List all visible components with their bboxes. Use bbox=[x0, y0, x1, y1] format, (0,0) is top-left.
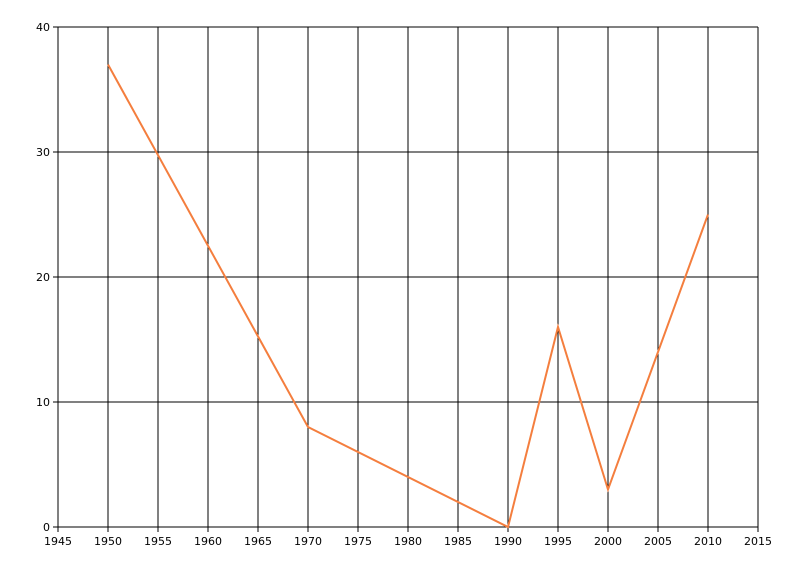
x-tick-label: 1980 bbox=[394, 535, 422, 548]
x-tick-label: 1985 bbox=[444, 535, 472, 548]
x-tick-label: 2000 bbox=[594, 535, 622, 548]
x-tick-label: 1950 bbox=[94, 535, 122, 548]
y-tick-label: 30 bbox=[36, 146, 50, 159]
x-tick-label: 2010 bbox=[694, 535, 722, 548]
x-tick-label: 1970 bbox=[294, 535, 322, 548]
x-tick-label: 1960 bbox=[194, 535, 222, 548]
x-tick-label: 1990 bbox=[494, 535, 522, 548]
y-tick-label: 10 bbox=[36, 396, 50, 409]
y-tick-label: 40 bbox=[36, 21, 50, 34]
x-tick-label: 1995 bbox=[544, 535, 572, 548]
x-tick-label: 2015 bbox=[744, 535, 772, 548]
data-line bbox=[107, 64, 709, 529]
y-tick-label: 0 bbox=[43, 521, 50, 534]
y-tick-label: 20 bbox=[36, 271, 50, 284]
x-tick-label: 1965 bbox=[244, 535, 272, 548]
x-tick-label: 1955 bbox=[144, 535, 172, 548]
x-tick-label: 1975 bbox=[344, 535, 372, 548]
x-tick-label: 1945 bbox=[44, 535, 72, 548]
x-tick-label: 2005 bbox=[644, 535, 672, 548]
